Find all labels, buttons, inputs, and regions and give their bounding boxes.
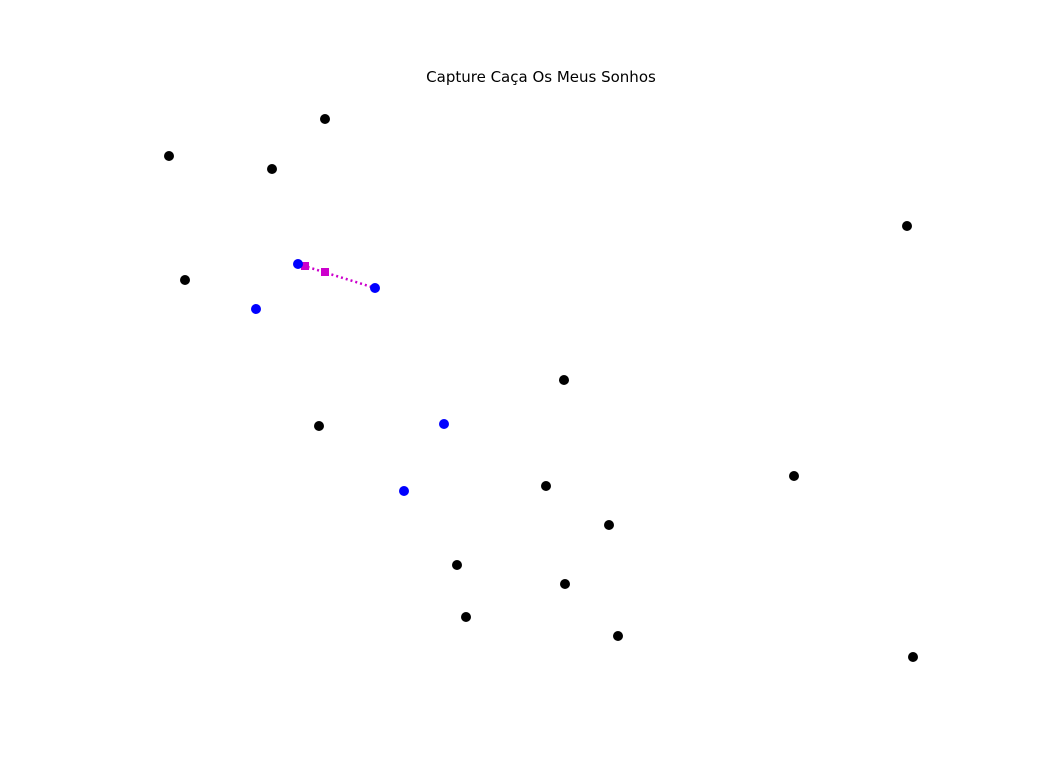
black-piece[interactable] xyxy=(789,471,799,481)
blue-piece[interactable] xyxy=(370,283,380,293)
blue-piece[interactable] xyxy=(439,419,449,429)
black-piece[interactable] xyxy=(314,421,324,431)
black-piece[interactable] xyxy=(560,579,570,589)
black-piece[interactable] xyxy=(164,151,174,161)
black-piece[interactable] xyxy=(604,520,614,530)
game-title: Capture Caça Os Meus Sonhos xyxy=(426,68,656,86)
blue-piece[interactable] xyxy=(293,259,303,269)
black-piece[interactable] xyxy=(461,612,471,622)
black-piece[interactable] xyxy=(559,375,569,385)
move-path-line xyxy=(297,262,376,290)
black-piece[interactable] xyxy=(267,164,277,174)
black-piece[interactable] xyxy=(541,481,551,491)
blue-piece[interactable] xyxy=(399,486,409,496)
blue-piece[interactable] xyxy=(251,304,261,314)
black-piece[interactable] xyxy=(902,221,912,231)
black-piece[interactable] xyxy=(908,652,918,662)
black-piece[interactable] xyxy=(180,275,190,285)
player-pieces xyxy=(251,259,449,496)
neutral-pieces xyxy=(164,114,918,662)
path-marker xyxy=(321,268,329,276)
black-piece[interactable] xyxy=(613,631,623,641)
move-path xyxy=(297,262,376,290)
path-marker xyxy=(301,262,309,270)
black-piece[interactable] xyxy=(452,560,462,570)
black-piece[interactable] xyxy=(320,114,330,124)
